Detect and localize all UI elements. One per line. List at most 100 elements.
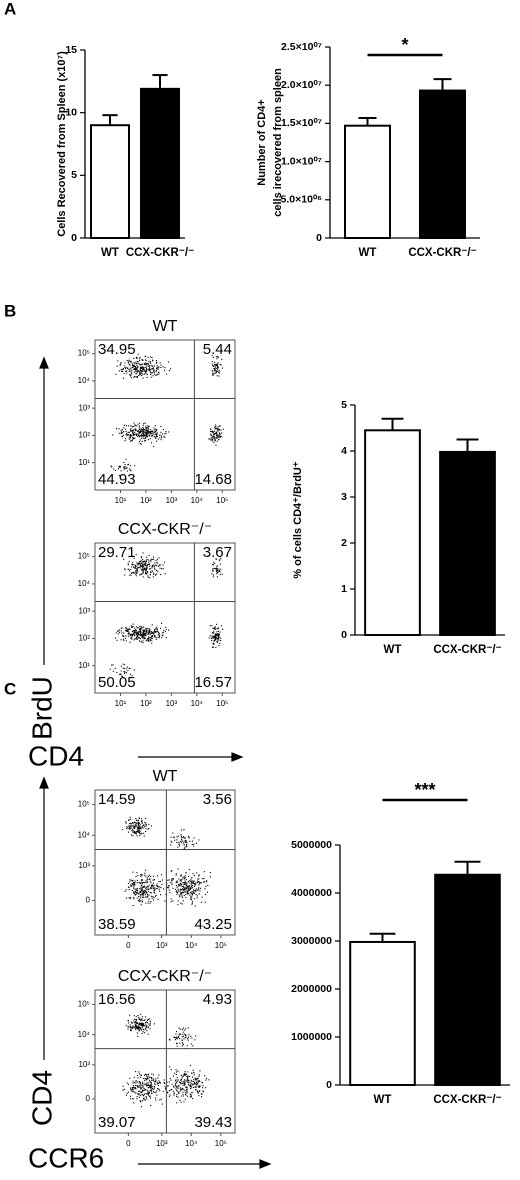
event-dot <box>143 1087 145 1089</box>
event-dot <box>216 440 218 442</box>
event-dot <box>177 900 179 902</box>
event-dot <box>210 435 212 437</box>
event-dot <box>183 895 185 897</box>
event-dot <box>125 668 127 670</box>
event-dot <box>142 1016 144 1018</box>
event-dot <box>164 1086 166 1088</box>
event-dot <box>127 464 129 466</box>
event-dot <box>128 819 130 821</box>
event-dot <box>145 435 147 437</box>
event-dot <box>134 365 136 367</box>
event-dot <box>189 1082 191 1084</box>
event-dot <box>135 876 137 878</box>
event-dot <box>219 559 221 561</box>
event-dot <box>139 1083 141 1085</box>
event-dot <box>146 364 148 366</box>
event-dot <box>129 469 131 471</box>
event-dot <box>137 353 139 355</box>
event-dot <box>213 373 215 375</box>
event-dot <box>146 1022 148 1024</box>
event-dot <box>133 368 135 370</box>
event-dot <box>215 364 217 366</box>
event-dot <box>178 894 180 896</box>
event-dot <box>141 573 143 575</box>
event-dot <box>146 565 148 567</box>
event-dot <box>202 1091 204 1093</box>
event-dot <box>134 1022 136 1024</box>
event-dot <box>142 1022 144 1024</box>
event-dot <box>127 635 129 637</box>
event-dot <box>209 871 211 873</box>
event-dot <box>184 1098 186 1100</box>
event-dot <box>145 1025 147 1027</box>
event-dot <box>183 888 185 890</box>
event-dot <box>216 567 218 569</box>
event-dot <box>183 876 185 878</box>
event-dot <box>185 1094 187 1096</box>
event-dot <box>191 894 193 896</box>
event-dot <box>217 368 219 370</box>
event-dot <box>144 438 146 440</box>
event-dot <box>137 366 139 368</box>
event-dot <box>147 431 149 433</box>
event-dot <box>151 884 153 886</box>
event-dot <box>152 632 154 634</box>
event-dot <box>150 1085 152 1087</box>
event-dot <box>213 636 215 638</box>
event-dot <box>215 427 217 429</box>
event-dot <box>134 631 136 633</box>
event-dot <box>125 627 127 629</box>
event-dot <box>143 1094 145 1096</box>
event-dot <box>137 822 139 824</box>
event-dot <box>153 899 155 901</box>
event-dot <box>188 881 190 883</box>
event-dot <box>188 837 190 839</box>
event-dot <box>217 427 219 429</box>
event-dot <box>212 643 214 645</box>
event-dot <box>144 634 146 636</box>
event-dot <box>158 634 160 636</box>
event-dot <box>136 632 138 634</box>
event-dot <box>142 1085 144 1087</box>
event-dot <box>191 882 193 884</box>
event-dot <box>125 635 127 637</box>
x-tick-label: WT <box>374 1094 392 1106</box>
x-tick-label: 10⁴ <box>191 699 204 708</box>
event-dot <box>211 639 213 641</box>
event-dot <box>137 1015 139 1017</box>
y-tick-label: 10³ <box>78 861 90 870</box>
event-dot <box>138 430 140 432</box>
event-dot <box>145 560 147 562</box>
event-dot <box>215 436 217 438</box>
event-dot <box>144 440 146 442</box>
event-dot <box>153 1088 155 1090</box>
event-dot <box>206 891 208 893</box>
event-dot <box>151 895 153 897</box>
y-tick-label: 5 <box>341 399 347 411</box>
event-dot <box>215 424 217 426</box>
event-dot <box>134 1084 136 1086</box>
event-dot <box>132 432 134 434</box>
event-dot <box>212 435 214 437</box>
event-dot <box>154 567 156 569</box>
event-dot <box>217 365 219 367</box>
event-dot <box>143 560 145 562</box>
event-dot <box>214 628 216 630</box>
event-dot <box>140 367 142 369</box>
event-dot <box>175 873 177 875</box>
event-dot <box>138 1016 140 1018</box>
event-dot <box>133 376 135 378</box>
event-dot <box>136 632 138 634</box>
event-dot <box>213 442 215 444</box>
event-dot <box>139 897 141 899</box>
event-dot <box>189 1088 191 1090</box>
event-dot <box>137 827 139 829</box>
event-dot <box>139 1082 141 1084</box>
event-dot <box>155 436 157 438</box>
event-dot <box>195 1079 197 1081</box>
event-dot <box>214 626 216 628</box>
event-dot <box>136 889 138 891</box>
event-dot <box>182 888 184 890</box>
event-dot <box>136 824 138 826</box>
event-dot <box>130 1027 132 1029</box>
